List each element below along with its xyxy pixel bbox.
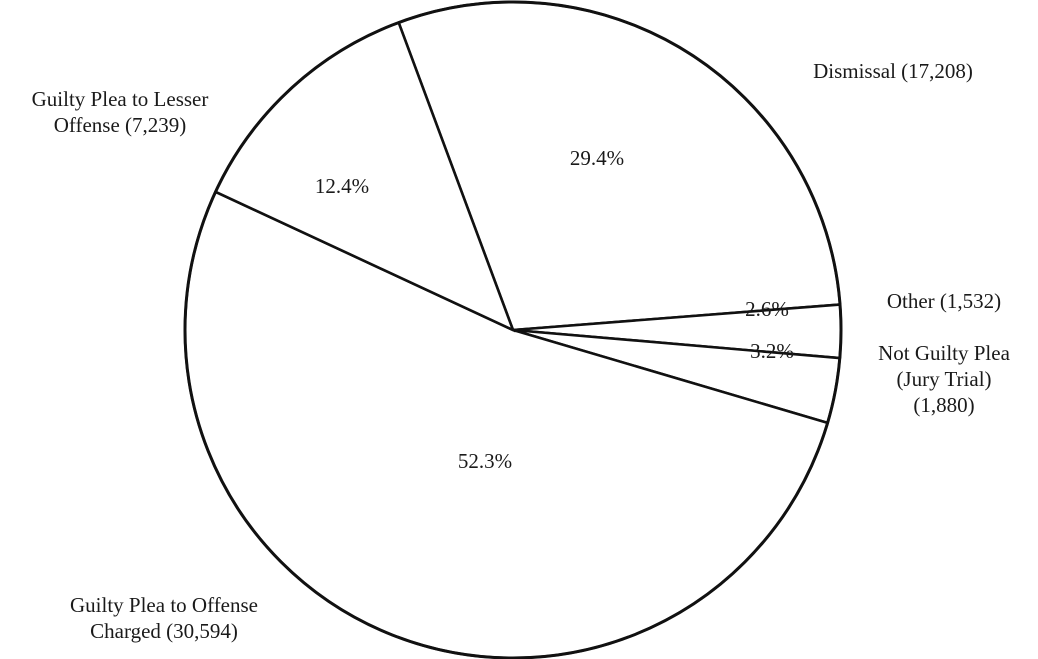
slice-category-label-line: Dismissal (17,208) [813, 59, 973, 83]
slice-category-label-line: Guilty Plea to Offense [70, 593, 258, 617]
slice-category-label: Not Guilty Plea (Jury Trial) (1,880) [878, 341, 1011, 417]
slice-percent-label: 3.2% [750, 339, 794, 363]
percent-labels: 29.4% 2.6% 3.2% 52.3% 12.4% [315, 146, 794, 473]
slice-category-label-line: Offense (7,239) [54, 113, 187, 137]
slice-category-label: Guilty Plea to Offense Charged (30,594) [70, 593, 258, 643]
slice-category-label: Guilty Plea to Lesser Offense (7,239) [32, 87, 209, 137]
slice-category-label-line: Not Guilty Plea [878, 341, 1011, 365]
slice-category-label: Dismissal (17,208) [813, 59, 973, 83]
slice-category-label-line: (1,880) [913, 393, 974, 417]
slice-percent-label: 52.3% [458, 449, 512, 473]
slice-category-label-line: (Jury Trial) [896, 367, 991, 391]
slice-category-label-line: Other (1,532) [887, 289, 1001, 313]
pie-slices [183, 0, 843, 659]
slice-percent-label: 12.4% [315, 174, 369, 198]
slice-category-label-line: Guilty Plea to Lesser [32, 87, 209, 111]
slice-percent-label: 29.4% [570, 146, 624, 170]
slice-percent-label: 2.6% [745, 297, 789, 321]
pie-outline [183, 0, 843, 659]
slice-category-label: Other (1,532) [887, 289, 1001, 313]
slice-category-label-line: Charged (30,594) [90, 619, 238, 643]
category-labels: Dismissal (17,208) Other (1,532) Not Guilt… [32, 59, 1011, 643]
